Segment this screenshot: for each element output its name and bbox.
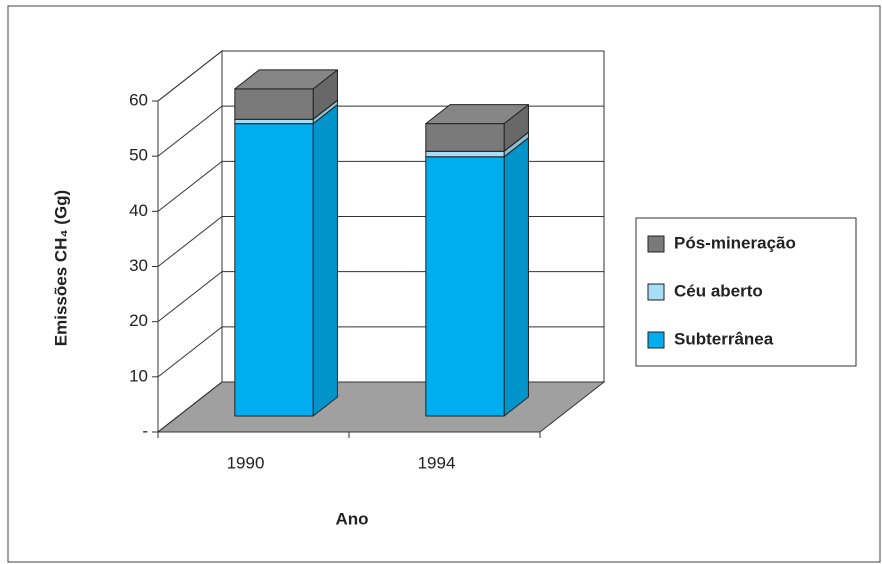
y-tick-label: 60	[129, 90, 148, 109]
legend-swatch	[647, 283, 665, 301]
bar-top	[234, 69, 338, 90]
legend-swatch	[647, 331, 665, 349]
bar-side	[312, 104, 338, 417]
bar-top	[425, 104, 529, 125]
y-tick-label: 30	[129, 256, 148, 275]
bar	[425, 150, 505, 158]
legend-label: Subterrânea	[674, 329, 774, 348]
y-tick-label: 10	[129, 366, 148, 385]
legend-box	[635, 217, 857, 367]
y-axis-label: Emissões CH₄ (Gg)	[51, 190, 70, 346]
floor	[156, 381, 606, 433]
bar-side	[503, 137, 529, 417]
x-tick-label: 1994	[418, 453, 456, 472]
bar	[234, 88, 314, 120]
y-tick-label: 50	[129, 146, 148, 165]
bar	[234, 123, 314, 417]
grid-line	[157, 50, 604, 102]
bar	[425, 156, 505, 417]
legend-label: Pós-mineração	[674, 233, 796, 252]
y-tick-label: -	[142, 421, 148, 440]
bar	[234, 118, 314, 125]
x-axis-label: Ano	[335, 509, 368, 528]
legend-swatch	[647, 235, 665, 253]
y-tick-label: 40	[129, 201, 148, 220]
x-tick-label: 1990	[227, 453, 265, 472]
bar	[425, 123, 505, 152]
y-tick-label: 20	[129, 311, 148, 330]
legend-label: Céu aberto	[674, 281, 763, 300]
